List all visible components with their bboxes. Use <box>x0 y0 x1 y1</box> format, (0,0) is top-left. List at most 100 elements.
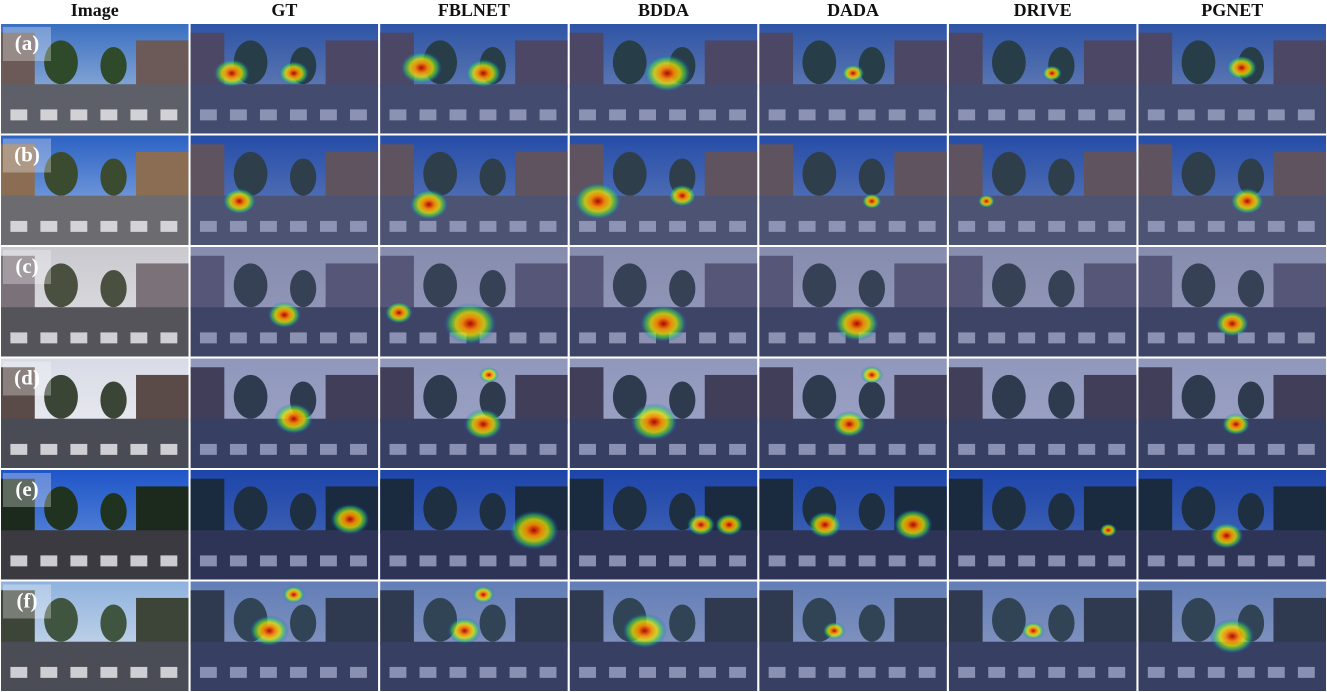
crosswalk-stripe <box>350 109 367 121</box>
saliency-blob <box>1226 55 1257 80</box>
crosswalk-stripe <box>639 332 656 344</box>
crosswalk-stripe <box>389 443 407 455</box>
building <box>1 255 35 311</box>
tree <box>100 269 127 308</box>
scene <box>380 24 568 134</box>
scene <box>1138 247 1326 357</box>
crosswalk-stripe <box>1237 666 1255 678</box>
saliency-blob <box>639 304 688 343</box>
crosswalk-stripe <box>319 555 337 567</box>
building <box>948 144 983 200</box>
crosswalk-stripe <box>509 443 527 455</box>
tree <box>858 269 885 308</box>
building <box>515 151 568 202</box>
scene <box>948 135 1137 245</box>
crosswalk-stripe <box>1297 666 1315 678</box>
crosswalk-stripe <box>160 555 178 567</box>
image-cell <box>1138 358 1326 468</box>
crosswalk-stripe <box>10 332 28 344</box>
crosswalk-stripe <box>199 332 217 344</box>
crosswalk-stripe <box>1078 220 1096 232</box>
crosswalk-stripe <box>639 443 656 455</box>
crosswalk-stripe <box>1048 666 1066 678</box>
tree <box>612 40 647 85</box>
crosswalk-stripe <box>918 220 936 232</box>
crosswalk-stripe <box>958 666 976 678</box>
tree <box>479 492 506 531</box>
tree <box>100 492 127 531</box>
saliency-blob <box>630 403 678 441</box>
crosswalk-stripe <box>988 220 1006 232</box>
crosswalk-stripe <box>1177 332 1195 344</box>
saliency-blob <box>278 61 310 86</box>
crosswalk-stripe <box>289 443 307 455</box>
crosswalk-stripe <box>1108 109 1126 121</box>
tree <box>669 269 696 308</box>
scene <box>380 358 568 468</box>
building <box>894 263 947 313</box>
crosswalk-stripe <box>828 220 846 232</box>
saliency-blob <box>862 193 882 209</box>
crosswalk-stripe <box>70 220 88 232</box>
saliency-blob <box>841 64 865 83</box>
road <box>1138 84 1326 134</box>
saliency-blob <box>823 621 846 640</box>
saliency-blob <box>1099 523 1117 537</box>
building <box>759 367 794 423</box>
building <box>515 263 568 313</box>
row-label: (a) <box>15 31 40 55</box>
crosswalk-stripe <box>609 220 626 232</box>
tree <box>289 269 317 308</box>
image-cell <box>948 24 1137 134</box>
building <box>569 32 604 88</box>
crosswalk-stripe <box>1018 332 1036 344</box>
tree <box>669 604 696 642</box>
crosswalk-stripe <box>1048 220 1066 232</box>
crosswalk-stripe <box>1207 555 1225 567</box>
crosswalk-stripe <box>958 555 976 567</box>
crosswalk-stripe <box>1108 443 1126 455</box>
crosswalk-stripe <box>319 109 337 121</box>
image-cell <box>759 470 947 580</box>
tree <box>423 151 458 196</box>
building <box>380 478 414 534</box>
scene <box>1 470 189 580</box>
crosswalk-stripe <box>229 443 247 455</box>
crosswalk-stripe <box>918 332 936 344</box>
building <box>759 144 794 200</box>
crosswalk-stripe <box>1018 555 1036 567</box>
label-box <box>3 584 51 619</box>
row-label: (e) <box>15 477 38 501</box>
crosswalk-stripe <box>1207 443 1225 455</box>
image-cell <box>380 358 568 468</box>
label-box <box>3 27 51 61</box>
image-cell: (c) <box>1 247 189 357</box>
crosswalk-stripe <box>1267 220 1285 232</box>
dark-overlay <box>948 581 1137 691</box>
building <box>759 32 794 88</box>
crosswalk-stripe <box>1267 109 1285 121</box>
tree <box>100 381 127 419</box>
building <box>704 374 758 425</box>
crosswalk-stripe <box>449 555 467 567</box>
building <box>704 597 758 648</box>
tree <box>100 158 127 196</box>
image-cell <box>190 581 379 691</box>
crosswalk-stripe <box>1048 332 1066 344</box>
saliency-blob <box>400 51 443 85</box>
scene <box>759 247 947 357</box>
road <box>380 84 568 134</box>
crosswalk-stripe <box>10 555 28 567</box>
tree <box>233 486 268 531</box>
road <box>190 641 379 691</box>
column-header: DRIVE <box>1014 0 1072 20</box>
crosswalk-stripe <box>639 555 656 567</box>
dark-overlay <box>190 135 379 245</box>
crosswalk-stripe <box>579 220 596 232</box>
crosswalk-stripe <box>10 443 28 455</box>
crosswalk-stripe <box>828 443 846 455</box>
crosswalk-stripe <box>888 332 906 344</box>
crosswalk-stripe <box>1048 555 1066 567</box>
building <box>380 255 414 311</box>
